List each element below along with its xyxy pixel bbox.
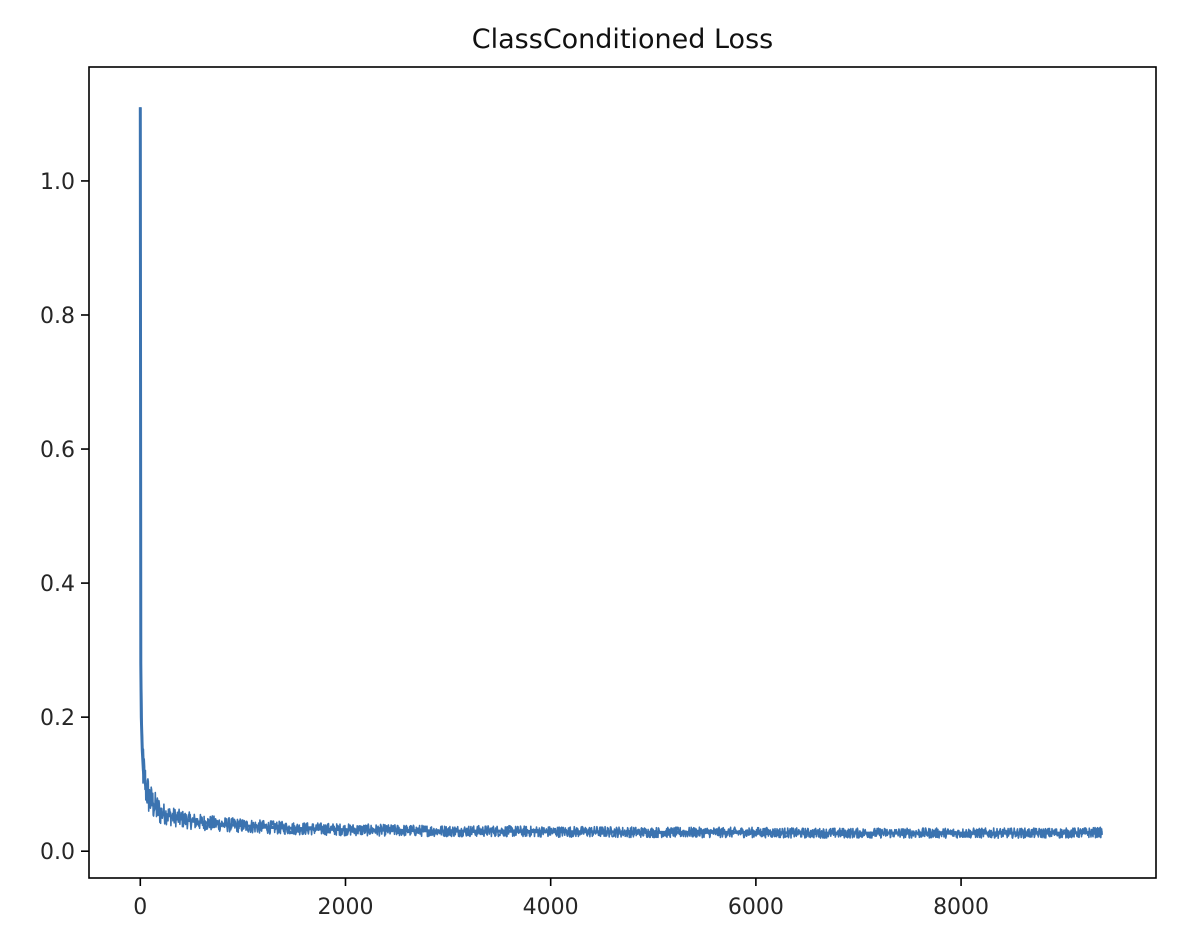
x-tick-label: 2000 [317,895,373,920]
y-tick-label: 1.0 [40,170,75,195]
loss-noise-band [139,107,1104,840]
y-tick-label: 0.2 [40,706,75,731]
loss-series-line [138,107,1103,835]
y-tick-label: 0.8 [40,304,75,329]
x-tick-label: 8000 [933,895,989,920]
y-tick-label: 0.0 [40,840,75,865]
y-tick-label: 0.6 [40,438,75,463]
plot-frame [88,66,1157,879]
y-tick-label: 0.4 [40,572,75,597]
x-tick-label: 4000 [523,895,579,920]
x-tick-label: 0 [133,895,147,920]
x-tick-label: 6000 [728,895,784,920]
chart-title: ClassConditioned Loss [472,24,773,55]
